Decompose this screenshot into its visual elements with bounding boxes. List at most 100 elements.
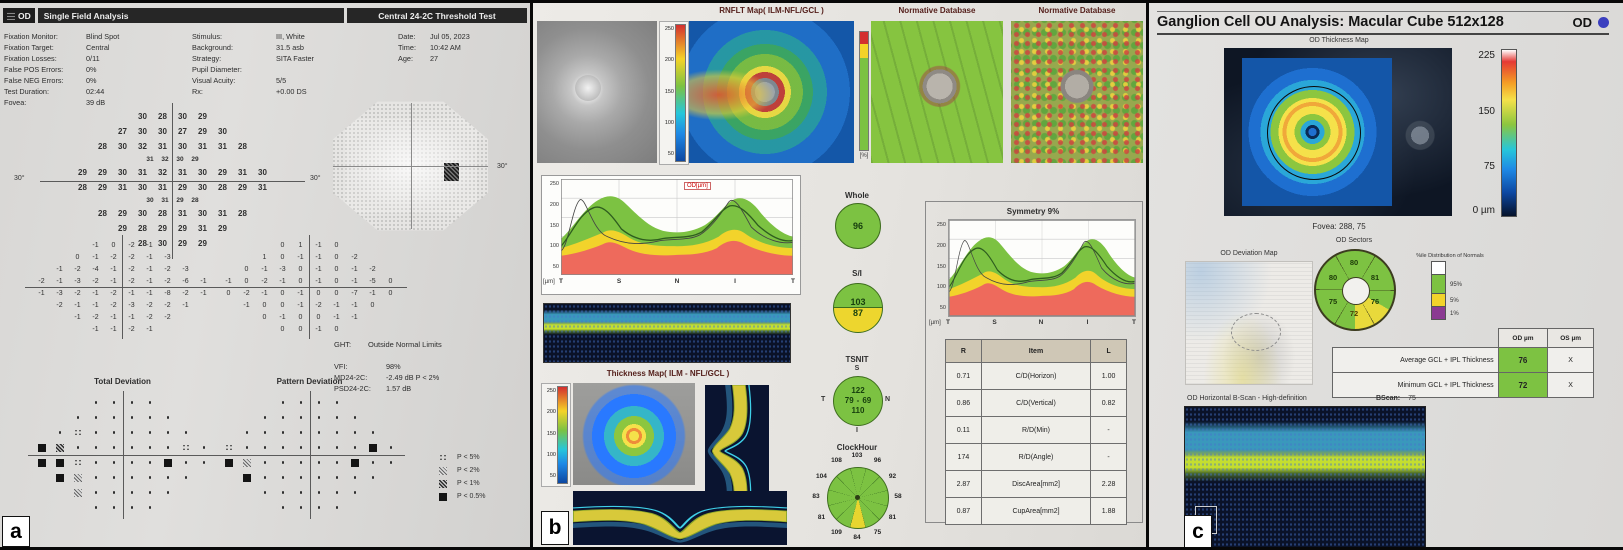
tsnit-area-chart <box>560 179 794 275</box>
prob-symbol <box>328 500 346 515</box>
grid-cell: -1 <box>279 313 286 321</box>
grid-cell: -2 <box>110 301 117 309</box>
table-cell-od-value: 76 <box>1497 347 1549 373</box>
rnflt-colorbar-gradient <box>675 24 686 162</box>
param-key: False POS Errors: <box>4 65 64 74</box>
prob-symbol <box>159 425 177 440</box>
grid-cell: -1 <box>261 289 268 297</box>
prob-symbol <box>123 485 141 500</box>
grid-cell: -1 <box>333 313 340 321</box>
gcl-sectors-donut: 80 81 76 72 75 80 <box>1312 249 1396 331</box>
clock-value: 83 <box>812 493 820 500</box>
table-cell: 0.71 <box>945 362 982 390</box>
param-value: 02:44 <box>86 87 105 96</box>
prob-symbol <box>105 440 123 455</box>
prob-symbol <box>123 455 141 470</box>
grid-row: 28 30 32 31 30 31 31 28 <box>40 139 305 154</box>
grid-cell: 29 <box>178 183 187 192</box>
param-value: 10:42 AM <box>430 43 461 52</box>
grid-cell: -3 <box>182 265 189 273</box>
grid-cell: -2 <box>164 301 171 309</box>
prob-row <box>28 440 218 455</box>
param-key: Visual Acuity: <box>192 76 236 85</box>
prob-symbol <box>364 440 382 455</box>
param-key: Time: <box>398 43 416 52</box>
report-title-bar: Single Field Analysis <box>37 8 344 23</box>
grid-cell: -1 <box>74 313 81 321</box>
param-value: Blind Spot <box>86 32 120 41</box>
legend-swatch <box>1431 275 1446 294</box>
param-row: Age: 27 <box>398 53 523 64</box>
legend-percent-label: 1% <box>1450 310 1459 317</box>
pattern-deviation-label: Pattern Deviation <box>276 377 343 386</box>
prob-symbol <box>51 455 69 470</box>
grid-cell: 0 <box>334 265 339 273</box>
prob-symbol <box>141 500 159 515</box>
quad-superior: 122 <box>851 386 865 395</box>
prob-symbol <box>159 470 177 485</box>
grid-cell: 31 <box>161 197 169 204</box>
prob-symbol <box>69 440 87 455</box>
prob-symbol <box>177 455 195 470</box>
grid-cell: -1 <box>182 301 189 309</box>
prob-symbol <box>87 455 105 470</box>
grid-cell: -3 <box>279 265 286 273</box>
legend-swatch <box>1431 261 1446 275</box>
param-row: Background: 31.5 asb <box>192 42 392 53</box>
param-value: 27 <box>430 54 439 63</box>
axis-tick: I <box>1086 319 1089 326</box>
grid-cell: 0 <box>280 253 285 261</box>
td-h-axis <box>25 287 220 288</box>
grid-cell: -1 <box>128 313 135 321</box>
optic-disc <box>575 74 602 101</box>
grid-cell: -1 <box>297 253 304 261</box>
param-key: VFI: <box>334 362 348 371</box>
param-value: 5/5 <box>276 76 287 85</box>
disc-parameters-table: R Item L 0.71 C/D(Horizon) 1.00 0.86 C/D(Vertic… <box>945 339 1127 525</box>
grid-row: 28 30 29 29 <box>40 236 305 251</box>
param-key: Strategy: <box>192 54 222 63</box>
param-row: Fixation Losses: 0/11 <box>4 53 184 64</box>
prob-symbol <box>274 395 292 410</box>
grid-cell: 28 <box>238 209 247 218</box>
thickness-colorbar-gradient <box>557 386 568 484</box>
sector-superior: 80 <box>1349 258 1359 267</box>
param-key: Rx: <box>192 87 203 96</box>
prob-row <box>215 500 405 515</box>
grid-cell: -1 <box>315 253 322 261</box>
clock-value: 104 <box>816 472 827 480</box>
grid-cell: -6 <box>182 277 189 285</box>
prob-symbol <box>328 395 346 410</box>
grid-row: 0 -2 -1 0 -1 0 0 -7 -1 0 <box>212 287 407 299</box>
prob-symbol <box>256 485 274 500</box>
grid-cell: 0 <box>244 265 249 273</box>
grid-row: -1 -2 -1 -1 -2 -2 <box>25 311 220 323</box>
grid-cell: 30 <box>138 127 147 136</box>
grid-cell: 32 <box>158 168 167 177</box>
sector-superotemporal: 80 <box>1328 273 1338 282</box>
prob-symbol <box>238 440 256 455</box>
grid-row: -1 -3 -2 -1 -2 -1 -1 -8 -2 -1 <box>25 287 220 299</box>
axis-tick: 200 <box>549 201 559 208</box>
panel-a-visual-field-report: OD Single Field Analysis Central 24-2C T… <box>0 3 530 547</box>
horizontal-meridian <box>40 181 305 182</box>
table-cell: CupArea[mm2] <box>980 497 1092 525</box>
pd-probability-plot <box>215 391 405 519</box>
prob-symbol <box>87 500 105 515</box>
param-value: Central <box>86 43 110 52</box>
legend-percent-label: 5% <box>1450 297 1459 304</box>
grid-cell: 30 <box>218 127 227 136</box>
gcl-scale-zero: 0 µm <box>1455 205 1495 216</box>
grid-cell: 0 <box>280 289 285 297</box>
axis-tick: T <box>791 278 795 285</box>
ght-row: GHT: Outside Normal Limits <box>334 339 524 350</box>
prob-symbol <box>292 485 310 500</box>
grid-cell: 31 <box>258 183 267 192</box>
prob-symbol <box>159 455 177 470</box>
prob-row <box>215 455 405 470</box>
grid-cell: 0 <box>334 241 339 249</box>
grid-cell: 30 <box>146 197 154 204</box>
grid-cell: -1 <box>146 241 153 249</box>
param-value: Jul 05, 2023 <box>430 32 470 41</box>
percent-colorbar <box>859 31 869 151</box>
